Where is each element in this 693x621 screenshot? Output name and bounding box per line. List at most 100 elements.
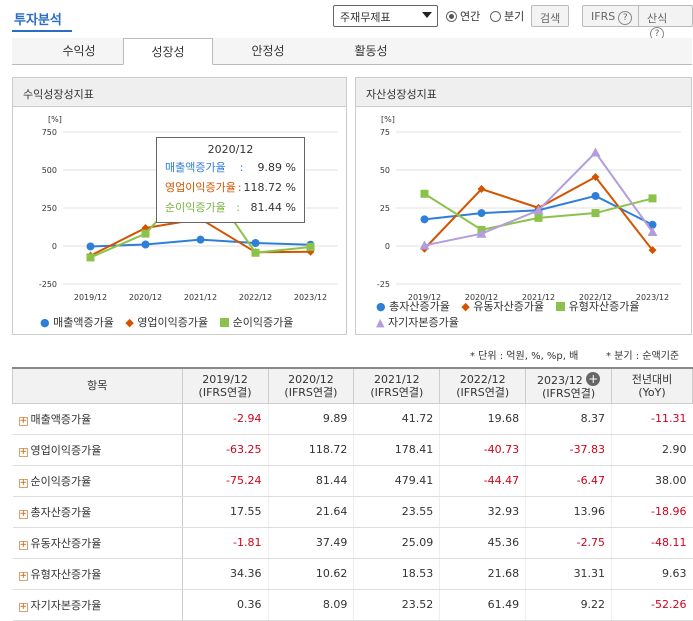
profit-growth-legend: ● 매출액증가율 ◆ 영업이익증가율 순이익증가율: [40, 314, 301, 330]
data-point[interactable]: [141, 229, 150, 238]
legend-item-operating[interactable]: ◆ 영업이익증가율: [125, 316, 209, 329]
data-point[interactable]: [419, 240, 430, 250]
table-cell: 41.72: [353, 403, 441, 435]
table-cell: -75.24: [182, 465, 269, 497]
data-point[interactable]: [590, 147, 601, 157]
table-header-row: 항목 2019/12 (IFRS연결) 2020/12 (IFRS연결) 2021/…: [12, 367, 693, 404]
data-point[interactable]: [306, 242, 315, 251]
search-button[interactable]: 검색: [531, 5, 570, 27]
data-point[interactable]: [420, 189, 429, 198]
y-tick-label: 75: [380, 128, 390, 137]
profit-growth-title: 수익성장성지표: [13, 78, 346, 107]
asset-growth-chart: [%] 75 50 25 0 -25 2019/12 2020/12 2021/12 2022/1…: [377, 115, 681, 302]
data-point[interactable]: [533, 205, 544, 215]
table-cell: -2.75: [525, 527, 613, 559]
yoy-cell: 38.00: [611, 465, 693, 497]
legend-item-current-assets[interactable]: ◆ 유동자산증가율: [461, 300, 545, 313]
yoy-cell: -48.11: [611, 527, 693, 559]
legend-item-equity[interactable]: ▲ 자기자본증가율: [376, 316, 459, 329]
expand-plus-icon[interactable]: +: [18, 477, 28, 488]
data-point[interactable]: [534, 213, 543, 222]
expand-plus-icon[interactable]: +: [18, 508, 28, 519]
y-unit-label: [%]: [381, 115, 395, 124]
x-tick-label: 2020/12: [465, 293, 498, 302]
row-name[interactable]: + 매출액증가율: [12, 403, 183, 435]
data-point[interactable]: [648, 246, 657, 255]
formula-label: 산식: [647, 12, 668, 25]
table-cell: 178.41: [353, 434, 441, 466]
data-point[interactable]: [86, 242, 95, 251]
chevron-down-icon: [422, 12, 432, 18]
data-point[interactable]: [86, 253, 95, 262]
yoy-cell: 2.90: [611, 434, 693, 466]
row-name[interactable]: + 영업이익증가율: [12, 434, 183, 466]
ifrs-help-button[interactable]: IFRS?: [582, 5, 642, 27]
table-cell: 8.37: [525, 403, 613, 435]
statement-select[interactable]: 주재무제표: [333, 5, 438, 27]
tab-activity[interactable]: 활동성: [354, 44, 388, 58]
data-point[interactable]: [591, 173, 600, 182]
row-name[interactable]: + 유형자산증가율: [12, 558, 183, 590]
legend-item-net[interactable]: 순이익증가율: [219, 314, 293, 330]
header-col: 2022/12 (IFRS연결): [439, 367, 527, 404]
row-name[interactable]: + 순이익증가율: [12, 465, 183, 497]
x-tick-label: 2023/12: [636, 293, 669, 302]
legend-item-sales[interactable]: ● 매출액증가율: [40, 316, 114, 329]
data-point[interactable]: [648, 194, 657, 203]
row-name[interactable]: + 총자산증가율: [12, 496, 183, 528]
table-cell: 18.53: [353, 558, 441, 590]
radio-annual-label: 연간: [460, 10, 481, 23]
table-cell: 37.49: [268, 527, 355, 559]
data-point[interactable]: [196, 235, 205, 244]
expand-plus-icon[interactable]: +: [18, 446, 28, 457]
radio-checked-icon: [446, 11, 457, 22]
expand-plus-icon[interactable]: +: [18, 539, 28, 550]
expand-plus-icon[interactable]: +: [18, 570, 28, 581]
radio-quarter[interactable]: 분기: [490, 8, 524, 24]
data-point[interactable]: [141, 240, 150, 249]
data-point[interactable]: [476, 228, 487, 238]
table-cell: 34.36: [182, 558, 269, 590]
row-name[interactable]: + 자기자본증가율: [12, 589, 183, 621]
y-tick-label: 750: [42, 128, 57, 137]
data-point[interactable]: [251, 239, 260, 248]
header-bar: 투자분석 주재무제표 연간 분기 검색 IFRS? 산식?: [0, 0, 693, 41]
statement-select-value: 주재무제표: [340, 11, 391, 24]
table-row: + 유형자산증가율 34.36 10.62 18.53 21.68 31.31 9.63: [12, 558, 693, 590]
table-row: + 유동자산증가율 -1.81 37.49 25.09 45.36 -2.75 -48.11: [12, 527, 693, 559]
header-col: 2023/12 + (IFRS연결): [525, 367, 613, 404]
tab-stability[interactable]: 안정성: [251, 44, 285, 58]
tab-growth[interactable]: 성장성: [123, 38, 213, 65]
data-point[interactable]: [647, 226, 658, 236]
formula-help-button[interactable]: 산식?: [638, 5, 693, 41]
table-cell: -6.47: [525, 465, 613, 497]
expand-plus-icon[interactable]: +: [18, 415, 28, 426]
table-cell: 13.96: [525, 496, 613, 528]
table-row: + 영업이익증가율 -63.25 118.72 178.41 -40.73 -37.83 2.…: [12, 434, 693, 466]
yoy-cell: -11.31: [611, 403, 693, 435]
legend-item-total-assets[interactable]: ● 총자산증가율: [376, 300, 450, 313]
table-cell: 17.55: [182, 496, 269, 528]
chart-tooltip: 2020/12 매출액증가율:9.89 % 영업이익증가율:118.72 % 순…: [156, 137, 305, 223]
header-item: 항목: [12, 367, 183, 404]
data-point[interactable]: [648, 220, 657, 229]
expand-plus-icon[interactable]: +: [18, 601, 28, 612]
data-point[interactable]: [477, 209, 486, 218]
table-cell: -2.94: [182, 403, 269, 435]
radio-annual[interactable]: 연간: [446, 8, 480, 24]
table-cell: 32.93: [439, 496, 527, 528]
data-point[interactable]: [591, 209, 600, 218]
y-tick-label: 0: [52, 242, 57, 251]
data-point[interactable]: [591, 191, 600, 200]
quarter-note: * 분기 : 순액기준: [606, 351, 680, 362]
tab-profitability[interactable]: 수익성: [62, 44, 96, 58]
legend-item-tangible-assets[interactable]: 유형자산증가율: [555, 298, 640, 314]
data-point[interactable]: [420, 215, 429, 224]
title-underline: [12, 30, 72, 32]
table-cell: 19.68: [439, 403, 527, 435]
row-name[interactable]: + 유동자산증가율: [12, 527, 183, 559]
data-point[interactable]: [477, 185, 486, 194]
expand-plus-icon[interactable]: +: [586, 371, 601, 386]
y-tick-label: 0: [385, 242, 390, 251]
data-point[interactable]: [251, 248, 260, 257]
